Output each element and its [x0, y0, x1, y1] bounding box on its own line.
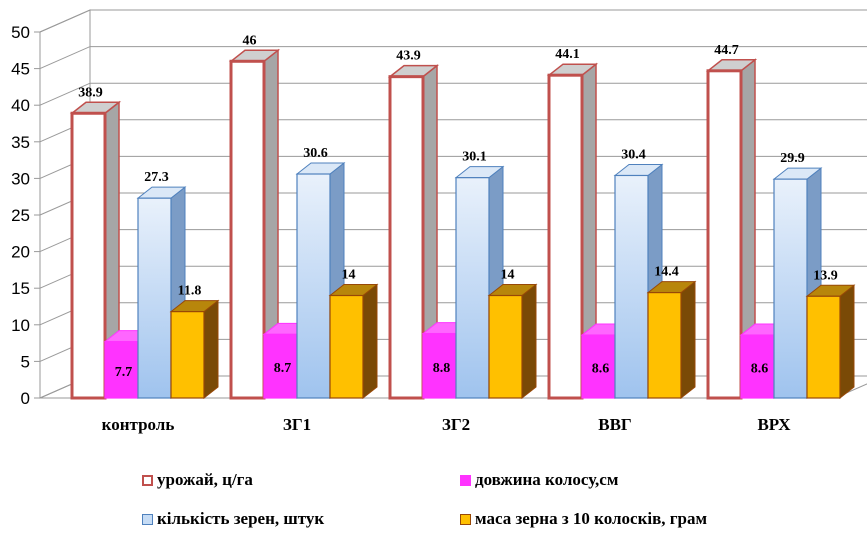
bar-front	[706, 69, 743, 400]
data-label-0-1: 46	[243, 33, 257, 48]
bar-side	[680, 280, 696, 400]
legend-label-grain-count: кількість зерен, штук	[157, 509, 325, 528]
bar-front	[263, 333, 298, 399]
bar-3-3	[646, 280, 697, 400]
legend-swatch-ear-length	[460, 474, 471, 486]
data-label-2-3: 30.4	[621, 147, 646, 162]
bar-0-4	[705, 58, 758, 400]
legend-swatch-grain-count	[142, 513, 153, 525]
category-label-4: ВРХ	[757, 415, 791, 434]
x-axis-categories: контроль ЗГ1 ЗГ2 ВВГ ВРХ	[102, 415, 792, 434]
category-label-0: контроль	[102, 415, 175, 434]
data-label-1-0: 7.7	[115, 365, 133, 380]
y-tick-label: 25	[11, 206, 30, 225]
legend-swatch-grain-mass	[460, 513, 471, 525]
data-label-1-1: 8.7	[274, 361, 292, 376]
category-label-2: ЗГ2	[442, 415, 470, 434]
legend-item-grain-count: кількість зерен, штук	[142, 509, 324, 529]
legend-label-grain-mass: маса зерна з 10 колосків, грам	[475, 509, 708, 528]
bar-side	[203, 299, 219, 400]
bar-front	[455, 177, 490, 399]
bar-3-0	[169, 299, 220, 400]
data-label-2-1: 30.6	[303, 146, 328, 161]
gridline	[39, 9, 867, 33]
data-label-1-3: 8.6	[592, 362, 610, 377]
bar-2-1	[295, 161, 346, 400]
bar-front	[647, 291, 682, 399]
data-label-3-3: 14.4	[654, 265, 679, 280]
y-tick-label: 35	[11, 133, 30, 152]
y-tick-label: 40	[11, 96, 30, 115]
y-tick-label: 5	[21, 352, 30, 371]
bar-front	[229, 59, 266, 400]
bar-3-1	[328, 283, 379, 400]
data-label-1-2: 8.8	[433, 361, 451, 376]
bar-front	[488, 294, 523, 399]
bar-side	[521, 283, 537, 400]
gridline	[39, 46, 867, 70]
data-label-2-0: 27.3	[144, 170, 169, 185]
data-label-3-2: 14	[501, 268, 515, 283]
data-label-1-4: 8.6	[751, 362, 769, 377]
bar-front	[104, 341, 139, 399]
y-tick-label: 50	[11, 23, 30, 42]
y-tick-label: 15	[11, 279, 30, 298]
gridline	[39, 82, 867, 106]
bar-front	[329, 294, 364, 399]
bar-front	[170, 311, 205, 399]
bar-front	[388, 75, 425, 400]
bar-front	[581, 334, 616, 399]
data-label-3-4: 13.9	[813, 268, 838, 283]
data-label-0-4: 44.7	[714, 43, 739, 58]
bar-0-3	[546, 62, 599, 400]
bar-front	[296, 173, 331, 399]
legend-item-ear-length: довжина колосу,см	[460, 470, 618, 490]
bar-2-0	[136, 186, 187, 400]
data-label-3-1: 14	[342, 268, 356, 283]
bar-0-2	[387, 64, 440, 400]
bar-front	[137, 197, 172, 399]
bar-3-2	[487, 283, 538, 400]
bar-front	[422, 332, 457, 399]
bar-front	[547, 73, 584, 400]
bar-front	[806, 295, 841, 399]
bars	[69, 48, 856, 400]
data-label-2-4: 29.9	[780, 151, 805, 166]
data-label-3-0: 11.8	[178, 284, 202, 299]
legend-label-yield: урожай, ц/га	[157, 470, 253, 489]
bar-front	[614, 174, 649, 399]
legend-label-ear-length: довжина колосу,см	[475, 470, 619, 489]
data-labels: 38.9 7.7 27.3 11.8 46 8.7 30.6 14 43.9 8.8 30.1 14 4…	[78, 33, 838, 380]
y-tick-label: 0	[21, 389, 30, 408]
bar-3-4	[805, 284, 856, 400]
data-label-2-2: 30.1	[462, 150, 487, 165]
y-axis-ticks: 0 5 10 15 20 25 30 35 40 45 50	[11, 23, 30, 408]
legend-item-grain-mass: маса зерна з 10 колосків, грам	[460, 509, 707, 529]
legend-swatch-yield	[142, 474, 153, 486]
legend-item-yield: урожай, ц/га	[142, 470, 253, 490]
data-label-0-2: 43.9	[396, 49, 421, 64]
data-label-0-3: 44.1	[555, 47, 580, 62]
bar-front	[773, 178, 808, 399]
category-label-1: ЗГ1	[283, 415, 311, 434]
y-tick-label: 45	[11, 60, 30, 79]
y-tick-label: 10	[11, 316, 30, 335]
y-tick-label: 30	[11, 169, 30, 188]
bar-side	[362, 283, 378, 400]
y-tick-label: 20	[11, 243, 30, 262]
data-label-0-0: 38.9	[78, 85, 103, 100]
bar-front	[70, 111, 107, 400]
bar-0-1	[228, 48, 281, 400]
category-label-3: ВВГ	[598, 415, 632, 434]
bar-side	[839, 284, 855, 400]
